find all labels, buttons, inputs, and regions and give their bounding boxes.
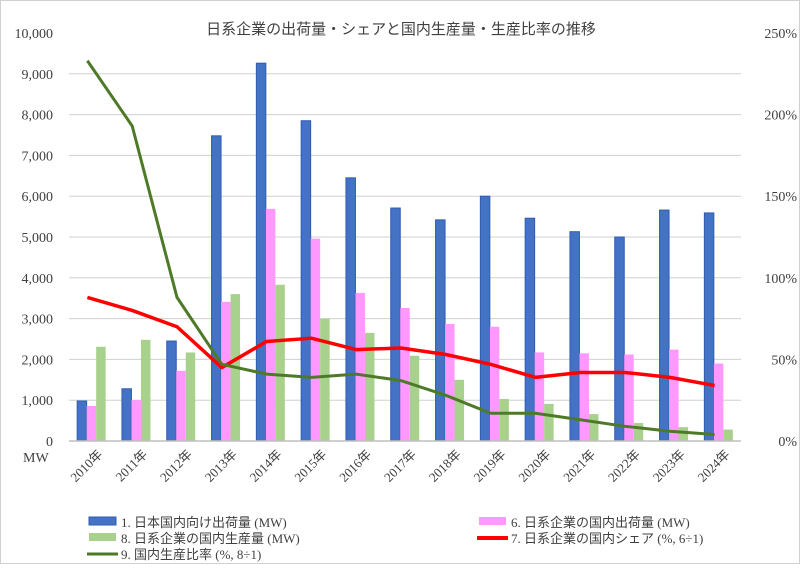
bar-3: [455, 380, 465, 441]
bar-1: [122, 389, 132, 441]
bar-2: [355, 293, 365, 441]
bar-3: [320, 319, 330, 441]
y-tick-label: 2,000: [22, 353, 54, 368]
bar-1: [391, 208, 401, 441]
y-tick-label: 9,000: [22, 68, 54, 83]
bar-1: [436, 220, 446, 441]
legend-swatch: [89, 533, 116, 541]
y2-tick-label: 50%: [771, 353, 797, 368]
bar-3: [589, 414, 599, 441]
y-tick-label: 1,000: [22, 394, 54, 409]
x-tick-label: 2021年: [560, 447, 598, 485]
x-tick-label: 2016年: [336, 447, 374, 485]
y2-tick-label: 100%: [764, 272, 797, 287]
x-tick-label: 2018年: [426, 447, 464, 485]
x-tick-label: 2015年: [291, 447, 329, 485]
bar-1: [77, 401, 87, 441]
x-tick-label: 2012年: [157, 447, 195, 485]
x-tick-label: 2020年: [515, 447, 553, 485]
bar-2: [266, 209, 276, 441]
bar-1: [704, 213, 714, 441]
x-tick-label: 2019年: [471, 447, 509, 485]
bar-2: [535, 352, 545, 441]
bar-3: [499, 399, 509, 441]
bar-3: [410, 356, 420, 441]
x-tick-label: 2023年: [650, 447, 688, 485]
bar-1: [615, 237, 625, 441]
y-tick-label: 10,000: [15, 27, 54, 42]
bar-3: [186, 352, 196, 441]
y-tick-label: 5,000: [22, 231, 54, 246]
y2-tick-label: 200%: [764, 109, 797, 124]
bar-3: [141, 340, 151, 441]
bar-1: [570, 232, 580, 441]
bar-2: [221, 302, 231, 441]
bar-3: [544, 404, 554, 441]
y-tick-label: 0: [46, 435, 53, 450]
legend-label: 9. 国内生産比率 (%, 8÷1): [121, 547, 261, 562]
x-tick-label: 2024年: [695, 447, 733, 485]
y-tick-label: 8,000: [22, 109, 54, 124]
y-tick-label: 7,000: [22, 149, 54, 164]
bar-2: [579, 353, 589, 441]
legend-swatch: [479, 517, 506, 525]
legend-label: 7. 日系企業の国内シェア (%, 6÷1): [511, 531, 703, 546]
legend-label: 8. 日系企業の国内生産量 (MW): [121, 531, 300, 546]
bar-1: [301, 121, 311, 441]
legend-label: 1. 日本国内向け出荷量 (MW): [121, 515, 287, 530]
legend-swatch: [89, 517, 116, 525]
bar-1: [256, 63, 266, 441]
bar-1: [212, 136, 222, 441]
bar-3: [679, 427, 689, 441]
y-tick-label: 4,000: [22, 272, 54, 287]
bar-1: [480, 196, 490, 441]
y2-tick-label: 150%: [764, 190, 797, 205]
bar-3: [723, 430, 733, 441]
bar-3: [634, 423, 644, 441]
x-tick-label: 2013年: [202, 447, 240, 485]
x-tick-label: 2022年: [605, 447, 643, 485]
bar-1: [660, 210, 670, 441]
bar-2: [714, 363, 724, 441]
bar-3: [275, 285, 285, 441]
x-tick-label: 2017年: [381, 447, 419, 485]
bar-1: [167, 341, 177, 441]
y2-tick-label: 0%: [778, 435, 797, 450]
x-tick-label: 2014年: [247, 447, 285, 485]
y-tick-label: 6,000: [22, 190, 54, 205]
bar-2: [176, 371, 186, 441]
bar-2: [400, 308, 410, 441]
y-tick-label: 3,000: [22, 313, 54, 328]
bar-2: [669, 350, 679, 441]
bar-2: [131, 400, 141, 441]
bar-2: [445, 324, 455, 441]
chart-title: 日系企業の出荷量・シェアと国内生産量・生産比率の推移: [206, 20, 596, 38]
x-tick-label: 2011年: [112, 447, 150, 485]
bar-1: [346, 178, 356, 441]
bar-2: [87, 406, 97, 441]
bar-2: [490, 327, 500, 441]
bar-3: [96, 347, 106, 441]
y2-tick-label: 250%: [764, 27, 797, 42]
x-tick-label: 2010年: [67, 447, 105, 485]
legend-label: 6. 日系企業の国内出荷量 (MW): [511, 515, 690, 530]
bar-1: [525, 218, 535, 441]
y-axis-label: MW: [23, 451, 49, 466]
